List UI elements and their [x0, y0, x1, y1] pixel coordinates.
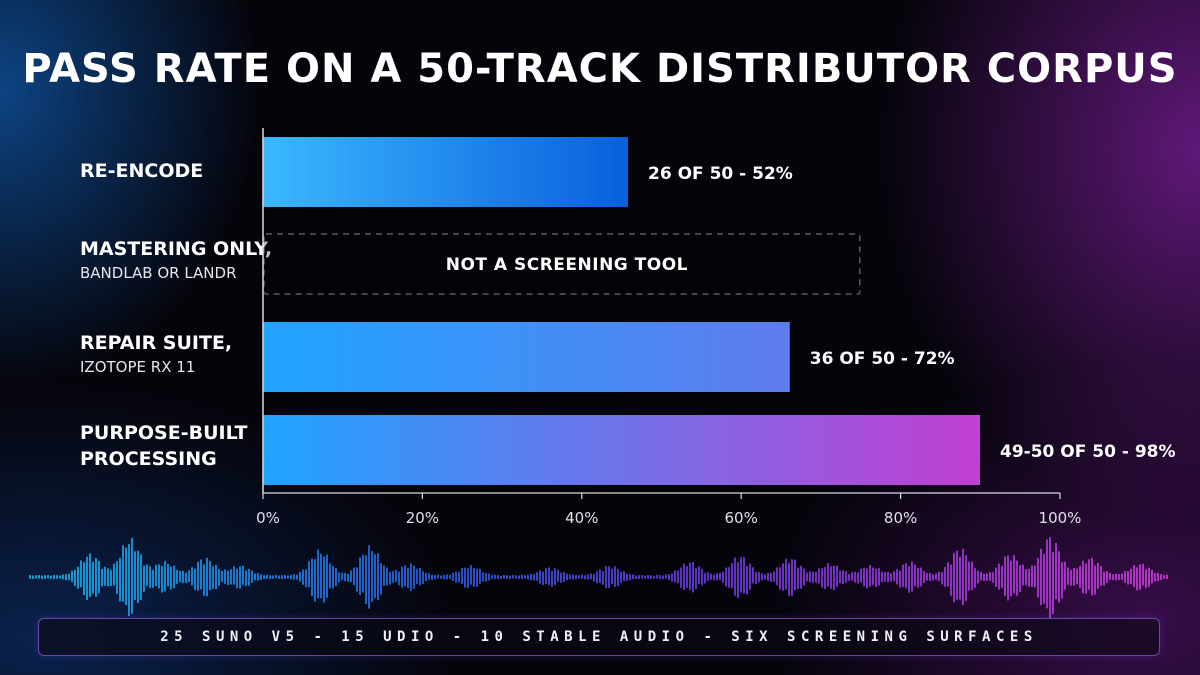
- waveform-decoration: [29, 537, 1168, 619]
- bar-value-label: 26 OF 50 - 52%: [648, 164, 793, 184]
- row-label-main-line2: PROCESSING: [80, 448, 217, 470]
- bar: [263, 322, 790, 392]
- row-label-main: RE-ENCODE: [80, 160, 204, 182]
- footer-caption-box: 25 SUNO V5 - 15 UDIO - 10 STABLE AUDIO -…: [38, 618, 1160, 656]
- row-label-mastering-only: MASTERING ONLY, BANDLAB OR LANDR: [80, 236, 272, 284]
- chart-title: PASS RATE ON A 50-TRACK DISTRIBUTOR CORP…: [22, 46, 1178, 92]
- footer-caption: 25 SUNO V5 - 15 UDIO - 10 STABLE AUDIO -…: [160, 629, 1038, 645]
- row-label-re-encode: RE-ENCODE: [80, 158, 203, 184]
- x-tick-label: 60%: [725, 509, 758, 527]
- x-tick-label: 80%: [884, 509, 917, 527]
- row-label-repair-suite: REPAIR SUITE, IZOTOPE RX 11: [80, 330, 232, 378]
- not-applicable-label: NOT A SCREENING TOOL: [446, 255, 688, 275]
- row-label-sub: BANDLAB OR LANDR: [80, 264, 237, 282]
- x-tick-label: 100%: [1039, 509, 1082, 527]
- bar: [263, 137, 629, 207]
- bar: [263, 415, 981, 485]
- x-tick-label: 0%: [256, 509, 280, 527]
- row-label-main: PURPOSE-BUILT: [80, 422, 248, 444]
- not-applicable-box: [263, 233, 861, 295]
- bar-value-label: 36 OF 50 - 72%: [810, 349, 955, 369]
- bar-value-label: 49-50 OF 50 - 98%: [1000, 442, 1176, 462]
- x-tick-label: 20%: [406, 509, 439, 527]
- row-label-purpose-built: PURPOSE-BUILT PROCESSING: [80, 420, 248, 472]
- row-label-main: REPAIR SUITE,: [80, 332, 233, 354]
- x-tick-label: 40%: [565, 509, 598, 527]
- row-label-sub: IZOTOPE RX 11: [80, 358, 196, 376]
- row-label-main: MASTERING ONLY,: [80, 238, 273, 260]
